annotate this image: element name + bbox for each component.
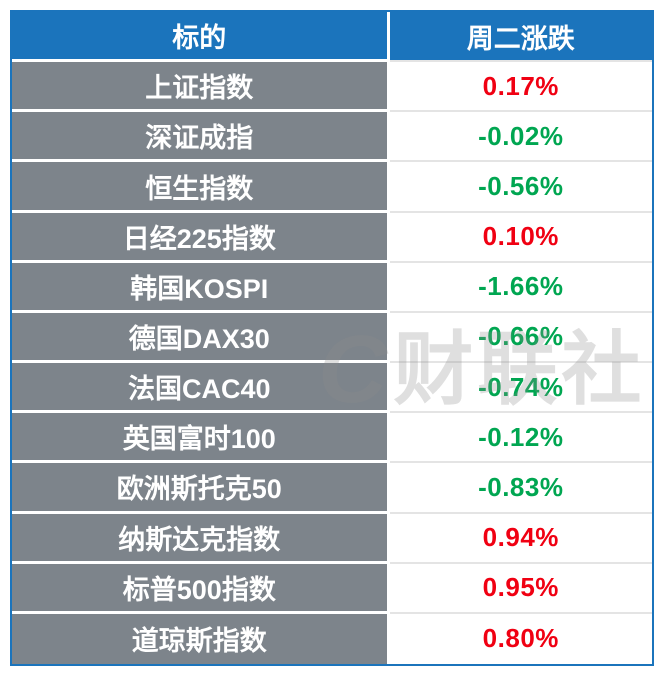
change-value-cell: -0.56%: [389, 162, 652, 213]
change-value-cell: 0.95%: [389, 563, 652, 614]
change-value-cell: 0.10%: [389, 212, 652, 263]
index-name-cell: 深证成指: [12, 112, 390, 163]
column-header-target: 标的: [12, 12, 390, 63]
change-value-cell: -0.66%: [389, 312, 652, 364]
index-name-cell: 标普500指数: [12, 563, 390, 614]
change-value-cell: 0.17%: [389, 62, 652, 113]
index-name-cell: 英国富时100: [12, 413, 390, 464]
index-name-cell: 欧洲斯托克50: [12, 463, 390, 514]
index-change-table: 标的 周二涨跌 上证指数 0.17% 深证成指 -0.02% 恒生指数 -0.5…: [10, 10, 654, 666]
index-name-cell: 恒生指数: [12, 162, 390, 213]
change-value-cell: 0.80%: [389, 613, 652, 664]
change-value-cell: -0.74%: [389, 363, 652, 414]
index-name-cell: 德国DAX30: [12, 312, 390, 364]
index-name-cell: 日经225指数: [12, 212, 390, 263]
index-name-cell: 韩国KOSPI: [12, 262, 390, 313]
change-value-cell: -0.12%: [389, 413, 652, 464]
change-value-cell: -0.02%: [389, 112, 652, 163]
index-name-cell: 法国CAC40: [12, 363, 390, 414]
change-value-cell: 0.94%: [389, 513, 652, 564]
index-name-cell: 纳斯达克指数: [12, 513, 390, 564]
index-name-cell: 道琼斯指数: [12, 613, 390, 664]
change-value-cell: -0.83%: [389, 463, 652, 514]
column-header-tuesday-change: 周二涨跌: [389, 12, 652, 63]
change-value-cell: -1.66%: [389, 262, 652, 313]
index-name-cell: 上证指数: [12, 62, 390, 113]
